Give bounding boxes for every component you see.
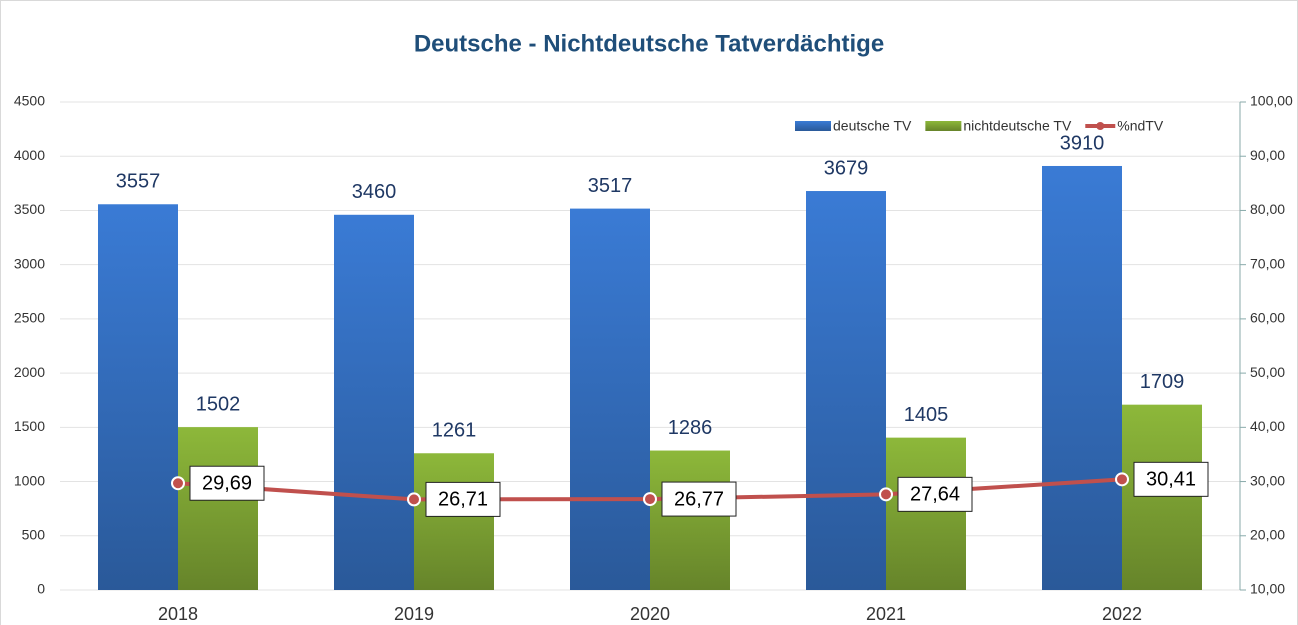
y2-tick-label: 90,00 <box>1250 147 1285 163</box>
legend-swatch <box>925 121 962 131</box>
value-label-box <box>1133 461 1209 497</box>
value-label: 3557 <box>116 171 161 193</box>
point <box>1115 472 1129 487</box>
y-tick-label: 4500 <box>14 93 45 109</box>
point <box>171 476 185 491</box>
bar <box>414 453 494 590</box>
value-label-box <box>425 481 501 517</box>
value-label: 30,41 <box>1146 469 1196 491</box>
bar <box>650 450 730 590</box>
y-tick-label: 4000 <box>14 147 45 163</box>
y2-tick-label: 40,00 <box>1250 418 1285 434</box>
y-tick-label: 2000 <box>14 364 45 380</box>
y2-tick-label: 50,00 <box>1250 364 1285 380</box>
value-label: 1502 <box>196 393 241 415</box>
bar <box>570 208 650 590</box>
bar <box>1042 165 1122 590</box>
chart-title: Deutsche - Nichtdeutsche Tatverdächtige <box>414 30 884 57</box>
y2-tick-label: 80,00 <box>1250 201 1285 217</box>
value-label: 3517 <box>588 175 633 197</box>
value-label: 26,77 <box>674 488 724 510</box>
value-label-box <box>661 481 737 517</box>
value-label: 29,69 <box>202 473 252 495</box>
value-label: 3460 <box>352 181 397 203</box>
value-label: 27,64 <box>910 484 960 506</box>
value-label: 3910 <box>1060 132 1105 154</box>
x-tick-label: 2019 <box>394 604 434 624</box>
value-label-box <box>189 465 265 501</box>
y-tick-label: 2500 <box>14 310 45 326</box>
y2-tick-label: 100,00 <box>1250 93 1293 109</box>
y-tick-label: 1500 <box>14 418 45 434</box>
y2-tick-label: 20,00 <box>1250 526 1285 542</box>
legend-swatch <box>795 121 831 131</box>
value-label: 1261 <box>432 420 477 442</box>
bar <box>806 191 886 590</box>
x-tick-label: 2022 <box>1102 604 1142 624</box>
y-tick-label: 0 <box>37 581 45 597</box>
point <box>879 487 893 502</box>
y2-tick-label: 60,00 <box>1250 310 1285 326</box>
value-label: 26,71 <box>438 489 488 511</box>
value-label-box <box>897 476 973 512</box>
legend-label: nichtdeutsche TV <box>963 118 1072 134</box>
value-label: 1405 <box>904 404 949 426</box>
y-tick-label: 3500 <box>14 201 45 217</box>
y2-tick-label: 70,00 <box>1250 255 1285 271</box>
y2-tick-label: 10,00 <box>1250 581 1285 597</box>
bar <box>178 427 258 590</box>
value-label: 1709 <box>1140 371 1185 393</box>
legend-label: %ndTV <box>1117 118 1164 134</box>
point <box>407 492 421 507</box>
bar <box>1122 404 1202 590</box>
y-tick-label: 1000 <box>14 472 45 488</box>
bar <box>334 214 414 590</box>
legend-swatch <box>1096 122 1105 130</box>
value-label: 3679 <box>824 157 869 179</box>
y-tick-label: 500 <box>22 526 46 542</box>
y-tick-label: 3000 <box>14 255 45 271</box>
x-tick-label: 2020 <box>630 604 670 624</box>
value-label: 1286 <box>668 417 713 439</box>
x-tick-label: 2018 <box>158 604 198 624</box>
x-tick-label: 2021 <box>866 604 906 624</box>
point <box>643 492 657 507</box>
y2-tick-label: 30,00 <box>1250 472 1285 488</box>
bar <box>886 437 966 590</box>
legend-label: deutsche TV <box>833 118 912 134</box>
bar <box>98 204 178 590</box>
